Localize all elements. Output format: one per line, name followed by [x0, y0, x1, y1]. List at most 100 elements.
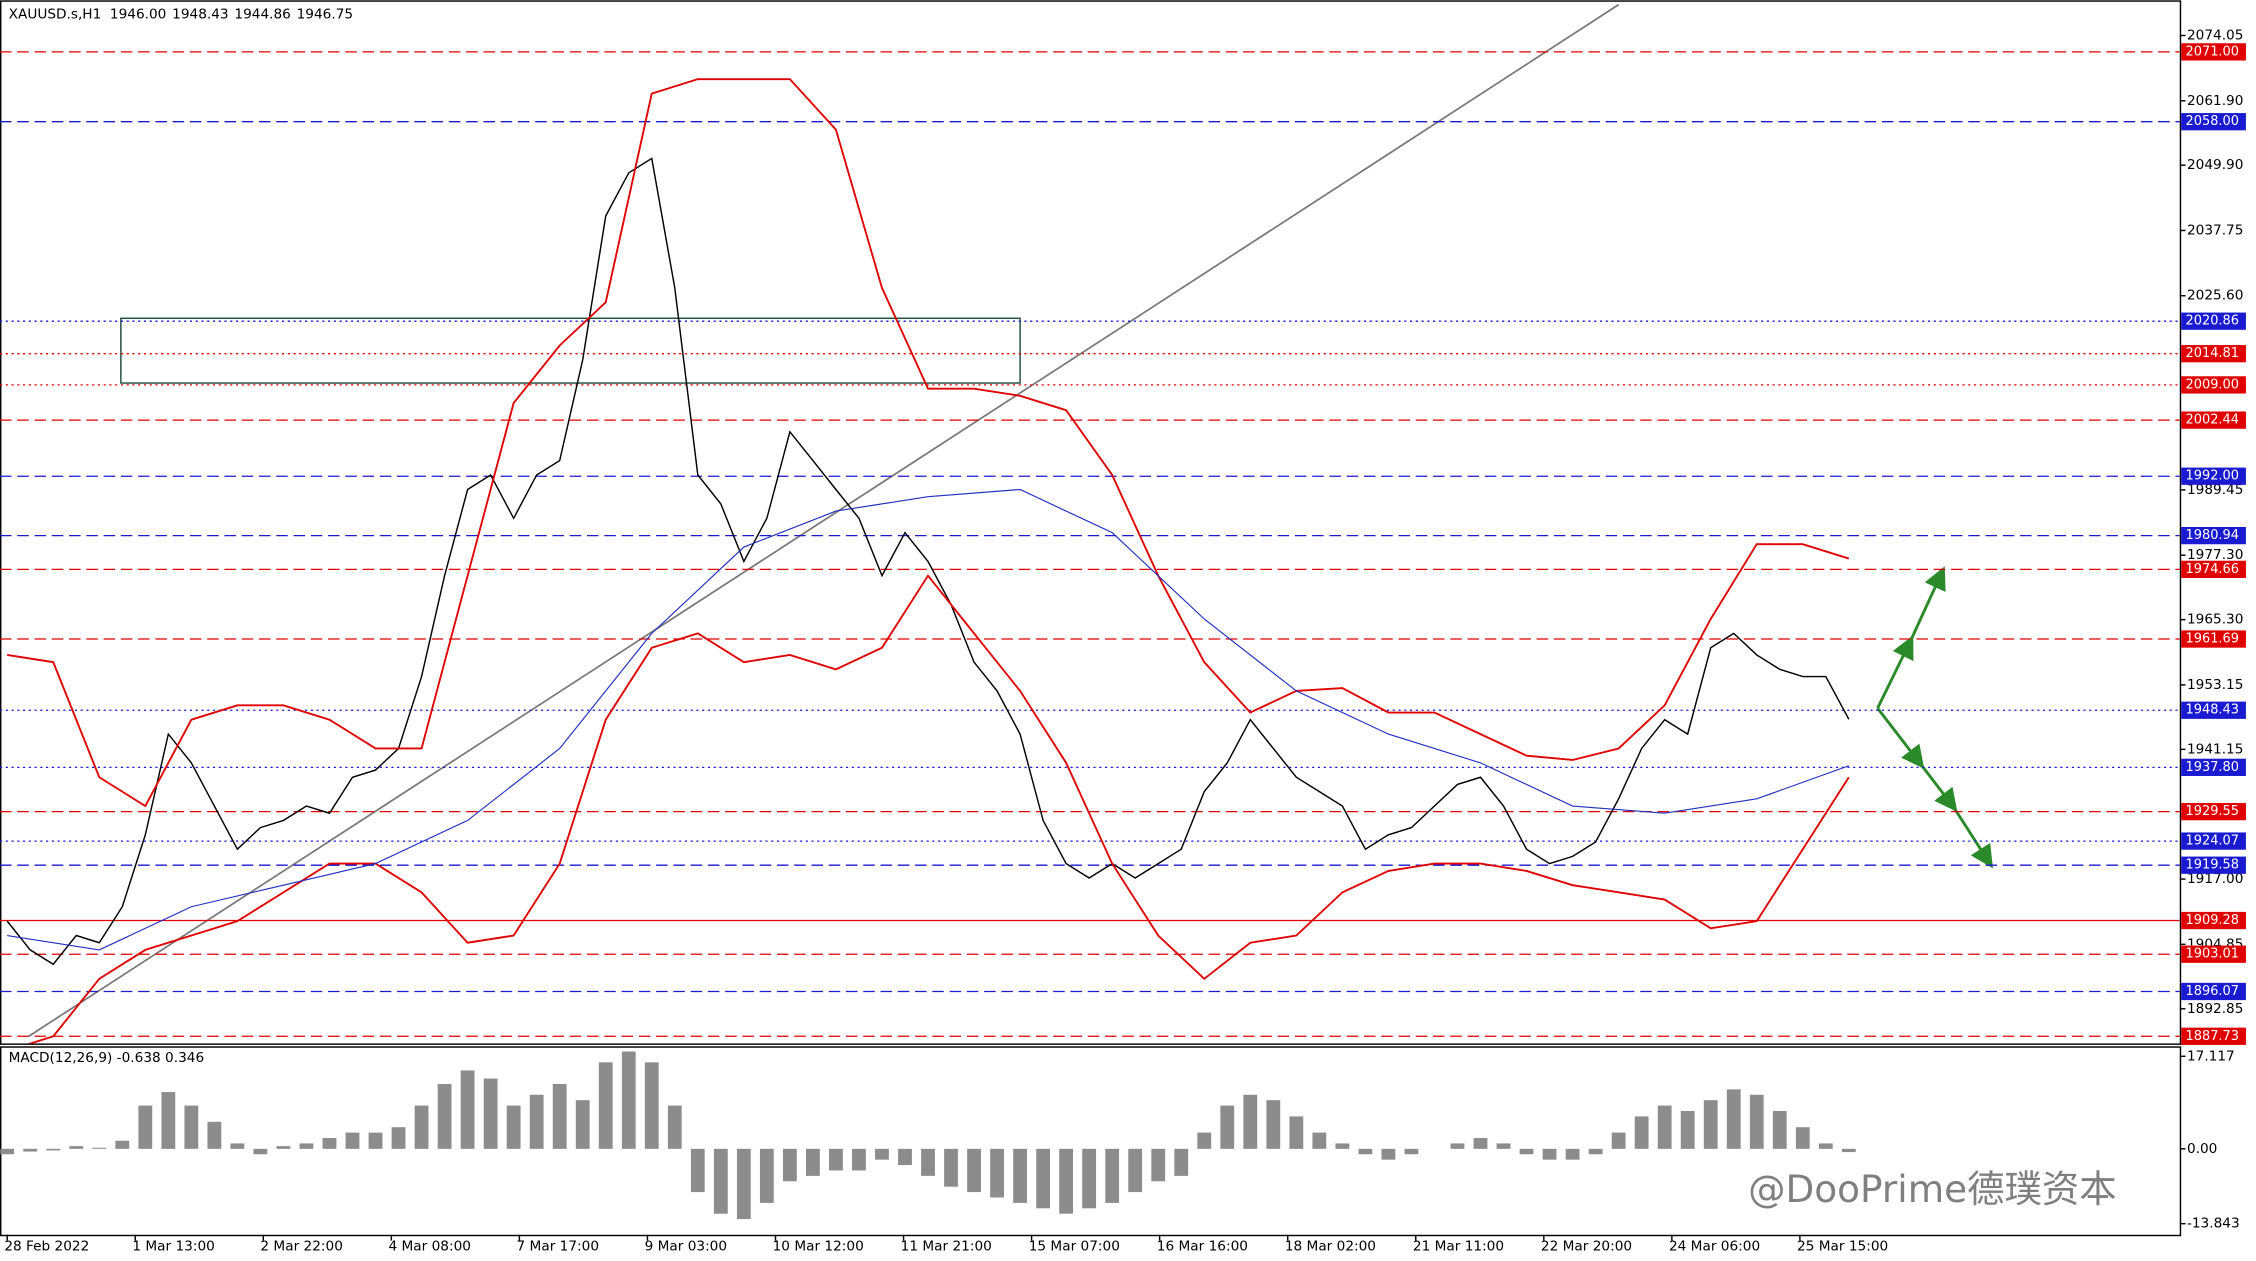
macd-bar [253, 1148, 268, 1155]
macd-bar [1795, 1127, 1810, 1149]
macd-bar [1013, 1148, 1027, 1203]
macd-bar [437, 1083, 452, 1149]
price-line [7, 488, 1850, 951]
level-label-box [2181, 701, 2246, 719]
macd-bar [713, 1148, 728, 1214]
x-tick-label: 28 Feb 2022 [4, 1238, 89, 1254]
x-tick-label: 4 Mar 08:00 [388, 1238, 471, 1254]
macd-title: MACD(12,26,9) -0.638 0.346 [9, 1050, 205, 1066]
macd-bar [184, 1105, 199, 1149]
level-label: 1929.55 [2186, 804, 2240, 819]
level-label: 1924.07 [2186, 834, 2240, 849]
price-line [6, 157, 1850, 966]
level-label-box [2181, 758, 2246, 776]
level-label: 2002.44 [2186, 413, 2240, 428]
x-tick-label: 18 Mar 02:00 [1285, 1238, 1376, 1254]
macd-bar [368, 1132, 383, 1149]
macd-bar [1059, 1148, 1074, 1214]
y-tick-label: 1953.15 [2187, 677, 2243, 693]
macd-bar [391, 1127, 406, 1149]
level-label: 1919.58 [2186, 858, 2240, 873]
x-tick-label: 16 Mar 16:00 [1157, 1238, 1248, 1254]
macd-bar [644, 1062, 659, 1149]
macd-bar [875, 1148, 889, 1160]
symbol: XAUUSD.s,H1 [9, 7, 102, 23]
macd-bar [736, 1148, 751, 1220]
macd-bar [1749, 1094, 1764, 1149]
macd-bar [1657, 1105, 1672, 1149]
macd-bar [1082, 1148, 1097, 1209]
macd-bar [1611, 1132, 1626, 1149]
y-tick-label: 1892.85 [2187, 1001, 2243, 1017]
macd-bar [690, 1148, 705, 1193]
macd-bar [1841, 1148, 1856, 1153]
level-label: 1903.01 [2186, 947, 2240, 962]
watermark: @DooPrime德璞资本 [1748, 1167, 2117, 1211]
level-label: 2009.00 [2186, 377, 2240, 392]
level-label-box [2181, 630, 2246, 648]
x-tick-label: 10 Mar 12:00 [773, 1238, 864, 1254]
level-label: 1980.94 [2186, 528, 2240, 543]
macd-bar [23, 1148, 38, 1152]
macd-bar [944, 1148, 958, 1187]
ohlc: 1946.75 [297, 7, 353, 23]
x-tick-label: 25 Mar 15:00 [1797, 1238, 1888, 1254]
macd-bar [1036, 1148, 1051, 1209]
plot-area [6, 78, 1850, 1044]
scenario-arrows [1876, 566, 1993, 869]
macd-bar [207, 1121, 222, 1149]
y-tick-label: 1941.15 [2187, 741, 2243, 757]
level-label-box [2181, 945, 2246, 963]
macd-bar [414, 1105, 429, 1149]
level-label: 1896.07 [2186, 984, 2240, 999]
level-label: 1961.69 [2186, 632, 2240, 647]
macd-bar [161, 1092, 176, 1149]
y-tick-label: 2074.05 [2187, 27, 2243, 43]
macd-bar [1381, 1148, 1396, 1160]
macd-bar [1680, 1110, 1695, 1149]
level-label-box [2181, 411, 2246, 429]
y-tick-label: 17.117 [2187, 1048, 2235, 1064]
macd-bar [1496, 1143, 1511, 1149]
macd-bar [1358, 1148, 1373, 1155]
macd-bar [506, 1105, 521, 1149]
macd-bar [1703, 1100, 1718, 1149]
macd-bar [598, 1062, 613, 1149]
macd-bar [299, 1143, 314, 1149]
macd-bar [230, 1143, 245, 1149]
y-tick-label: 1977.30 [2187, 547, 2243, 563]
y-tick-label: 2037.75 [2187, 222, 2243, 238]
macd-bar [1818, 1143, 1833, 1149]
macd-bar [1335, 1143, 1350, 1149]
y-tick-label: 2061.90 [2187, 93, 2243, 109]
trend-line [28, 3, 1620, 1037]
macd-bar [276, 1146, 291, 1149]
x-tick-label: 1 Mar 13:00 [132, 1238, 214, 1254]
x-tick-label: 21 Mar 11:00 [1413, 1238, 1504, 1254]
x-tick-label: 7 Mar 17:00 [517, 1238, 600, 1254]
zone-box [120, 317, 1021, 384]
macd-bar [69, 1146, 84, 1149]
macd-bar [575, 1100, 590, 1149]
macd-bar [782, 1148, 797, 1182]
level-label: 1948.43 [2186, 703, 2240, 718]
macd-bar [621, 1051, 636, 1149]
level-label: 1909.28 [2186, 913, 2240, 928]
y-tick-label: 0.00 [2187, 1141, 2217, 1157]
macd-bar [46, 1148, 61, 1151]
macd-bar [1151, 1148, 1166, 1182]
macd-bar [460, 1070, 475, 1149]
level-label: 2058.00 [2186, 114, 2240, 129]
macd-bar [1312, 1132, 1327, 1149]
y-tick-label: 1989.45 [2187, 482, 2243, 498]
macd-bar [1105, 1148, 1120, 1203]
level-label-box [2181, 982, 2246, 1001]
macd-bar [92, 1147, 107, 1149]
macd-bar [1519, 1148, 1534, 1155]
macd-bar [552, 1083, 567, 1149]
x-tick-label: 2 Mar 22:00 [260, 1238, 343, 1254]
y-tick-label: 2049.90 [2187, 157, 2243, 173]
level-label: 1937.80 [2186, 760, 2240, 775]
y-tick-label: 1917.00 [2187, 871, 2243, 887]
